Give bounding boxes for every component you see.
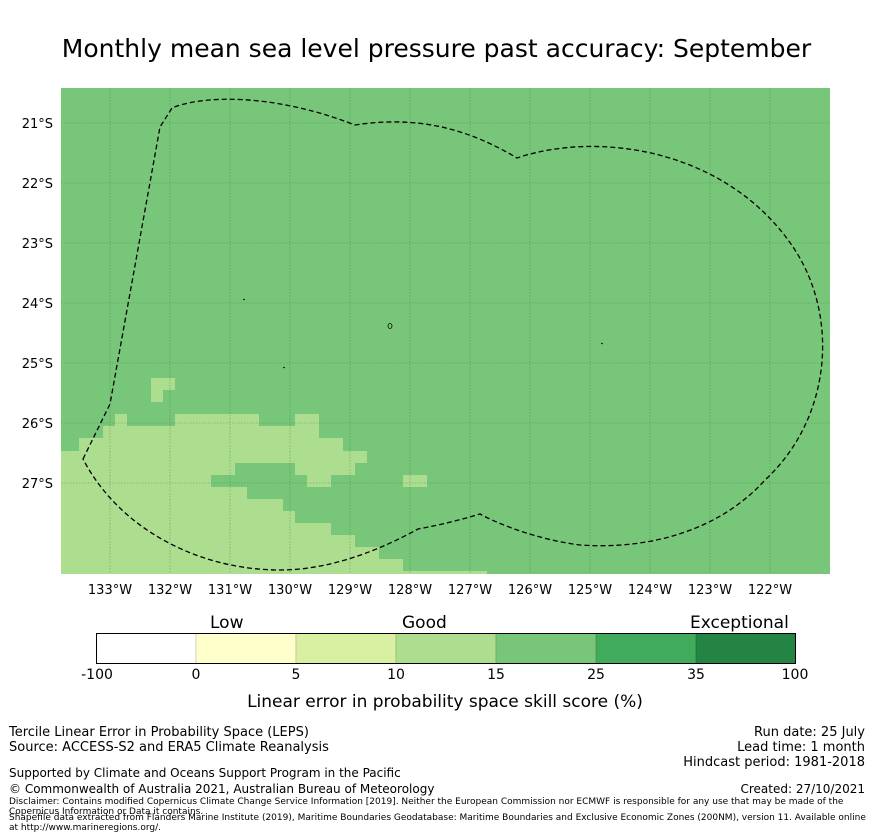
lon-label: 127°W (448, 583, 492, 598)
lat-label: 24°S (22, 297, 53, 312)
low-skill-patch (403, 475, 427, 487)
lon-label: 132°W (148, 583, 192, 598)
footer-left: Tercile Linear Error in Probability Spac… (9, 725, 329, 755)
latitude-labels: 21°S 22°S 23°S 24°S 25°S 26°S 27°S (22, 117, 53, 492)
lon-label: 124°W (628, 583, 672, 598)
lon-label: 133°W (88, 583, 132, 598)
lat-label: 23°S (22, 237, 53, 252)
colorbar-segment (195, 633, 297, 664)
colorbar-segment (395, 633, 497, 664)
colorbar-segment (595, 633, 697, 664)
low-skill-patch (151, 390, 163, 402)
colorbar-tick-label: 10 (387, 667, 405, 683)
colorbar-segment (96, 633, 197, 664)
created-date: Created: 27/10/2021 (740, 782, 865, 796)
run-date: Run date: 25 July (754, 725, 865, 740)
hindcast-period: Hindcast period: 1981-2018 (683, 755, 865, 770)
lon-label: 128°W (388, 583, 432, 598)
colorbar-tick-label: 100 (781, 667, 809, 683)
colorbar (96, 633, 796, 664)
colorbar-tick-label: 35 (687, 667, 705, 683)
lon-label: 125°W (568, 583, 612, 598)
island-shape (600, 342, 604, 345)
lon-label: 122°W (748, 583, 792, 598)
lon-label: 126°W (508, 583, 552, 598)
source-text: Source: ACCESS-S2 and ERA5 Climate Reana… (9, 740, 329, 755)
colorbar-tick-label: 15 (487, 667, 505, 683)
island-shape (282, 366, 286, 369)
copyright-text: © Commonwealth of Australia 2021, Austra… (9, 782, 435, 796)
eez-boundary (82, 98, 824, 571)
method-text: Tercile Linear Error in Probability Spac… (9, 725, 309, 740)
lat-label: 26°S (22, 417, 53, 432)
shapefile-text: Shapefile data extracted from Flanders M… (9, 813, 866, 833)
lon-label: 123°W (688, 583, 732, 598)
chart-title: Monthly mean sea level pressure past acc… (61, 34, 812, 63)
colorbar-segment (495, 633, 597, 664)
lon-label: 130°W (268, 583, 312, 598)
longitude-labels: 133°W 132°W 131°W 130°W 129°W 128°W 127°W 126°W… (88, 583, 792, 598)
disclaimer-text: Disclaimer: Contains modified Copernicus… (9, 797, 844, 817)
lat-label: 25°S (22, 357, 53, 372)
colorbar-segment (695, 633, 796, 664)
category-label-exceptional: Exceptional (690, 613, 789, 633)
colorbar-segment (295, 633, 397, 664)
low-skill-patch (151, 378, 175, 390)
colorbar-axis-label: Linear error in probability space skill … (247, 692, 643, 712)
colorbar-tick-label: 5 (291, 667, 301, 683)
lat-label: 22°S (22, 177, 53, 192)
map-figure: 21°S22°S23°S24°S25°S26°S27°S 133°W 132°W 1… (22, 88, 830, 598)
colorbar-tick-label: 25 (587, 667, 605, 683)
category-label-good: Good (402, 613, 447, 633)
colorbar-tick-label: -100 (81, 667, 113, 683)
low-skill-region (61, 414, 487, 574)
gridlines (61, 88, 830, 574)
lon-label: 129°W (328, 583, 372, 598)
lead-time: Lead time: 1 month (737, 740, 865, 755)
island-shape (387, 323, 393, 329)
category-label-low: Low (210, 613, 244, 633)
supported-text: Supported by Climate and Oceans Support … (9, 766, 401, 780)
lat-label: 21°S (22, 117, 53, 132)
island-shape (242, 298, 246, 301)
lon-label: 131°W (208, 583, 252, 598)
colorbar-tick-label: 0 (191, 667, 201, 683)
footer-right: Run date: 25 July Lead time: 1 month Hin… (683, 725, 865, 770)
lat-label: 27°S (22, 477, 53, 492)
